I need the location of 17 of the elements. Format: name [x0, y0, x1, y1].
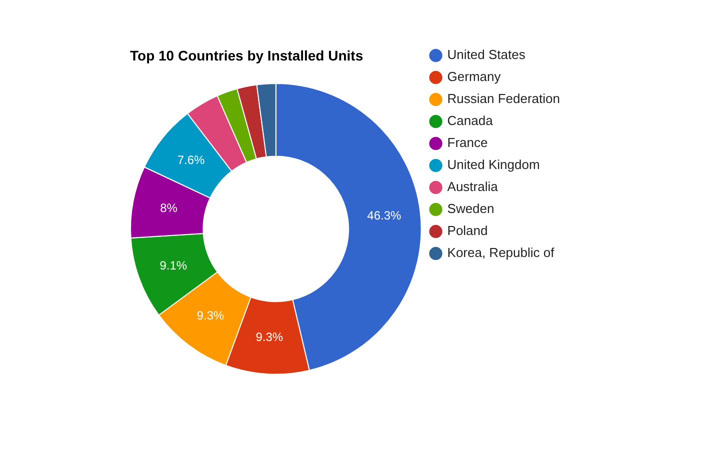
data-label: 9.3% — [196, 308, 224, 322]
legend-label: France — [447, 135, 488, 150]
legend-label: Korea, Republic of — [447, 245, 555, 260]
data-label: 7.6% — [177, 152, 206, 167]
legend-label: Germany — [447, 69, 502, 84]
legend-label: Australia — [447, 179, 499, 194]
data-label: 9.1% — [160, 258, 188, 272]
data-label: 8% — [160, 200, 178, 215]
legend-label: United Kingdom — [447, 157, 540, 172]
legend-label: Russian Federation — [447, 91, 560, 106]
legend-label: United States — [447, 47, 526, 62]
data-label: 46.3% — [367, 208, 402, 223]
legend-label: Sweden — [447, 201, 494, 216]
legend-label: Poland — [447, 223, 488, 238]
chart-title: Top 10 Countries by Installed Units — [130, 47, 364, 64]
legend-label: Canada — [447, 113, 494, 128]
data-label: 9.3% — [256, 330, 284, 344]
